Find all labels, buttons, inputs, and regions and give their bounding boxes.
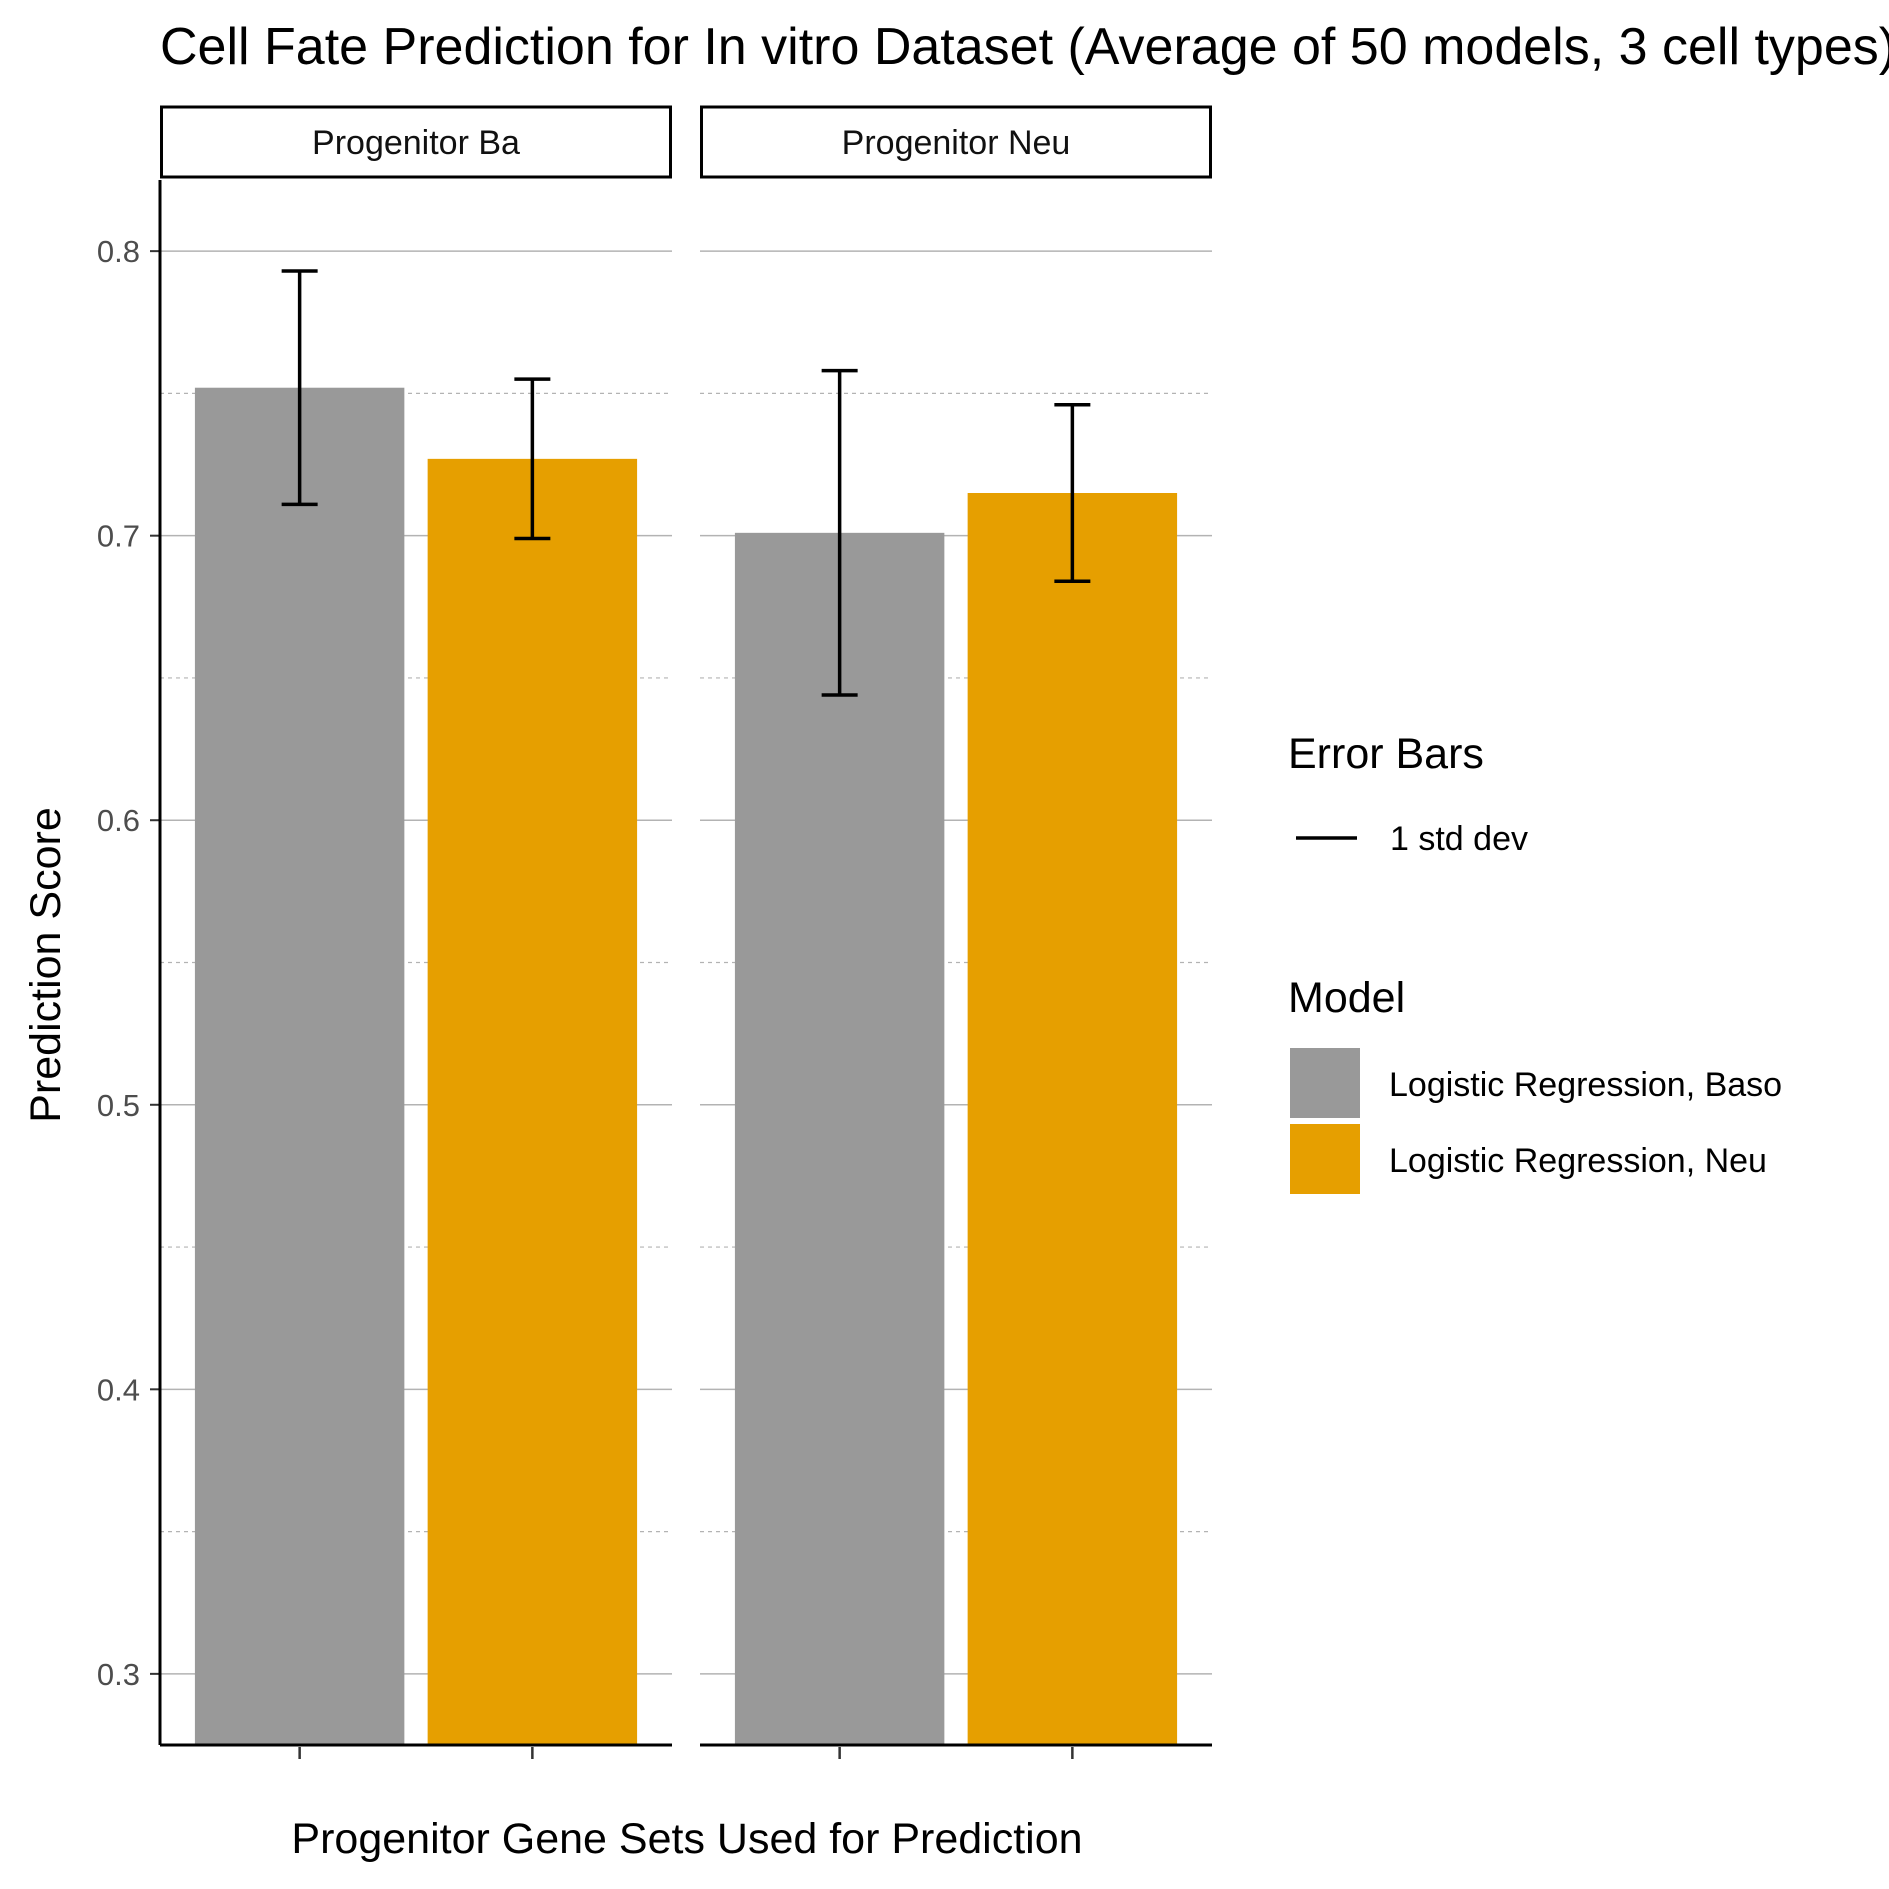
y-tick-label: 0.7 <box>97 519 140 554</box>
legend-swatch-neu <box>1290 1124 1360 1194</box>
legend-swatch-baso <box>1290 1048 1360 1118</box>
facet-strip-label: Progenitor Ba <box>312 124 520 162</box>
facet-strip-label: Progenitor Neu <box>842 124 1071 162</box>
y-axis-title: Prediction Score <box>22 807 70 1123</box>
y-tick-label: 0.5 <box>97 1088 140 1123</box>
y-tick-label: 0.3 <box>97 1657 140 1692</box>
legend-title-model: Model <box>1288 974 1405 1022</box>
x-axis-title: Progenitor Gene Sets Used for Prediction <box>291 1815 1082 1863</box>
legend-title-error-bars: Error Bars <box>1288 730 1484 778</box>
y-tick-label: 0.4 <box>97 1372 140 1407</box>
y-tick-label: 0.8 <box>97 234 140 269</box>
bar <box>427 458 638 1746</box>
legend-label-std-dev: 1 std dev <box>1390 820 1528 858</box>
legend-label-baso: Logistic Regression, Baso <box>1389 1066 1782 1104</box>
bar <box>734 532 945 1745</box>
facet-panels: 0.3 0.4 0.5 0.6 0.7 0.8 Progenitor Ba Progenito… <box>97 105 1212 1759</box>
bar <box>194 387 405 1746</box>
legend-label-neu: Logistic Regression, Neu <box>1389 1142 1767 1180</box>
legend: Error Bars 1 std dev Model Logistic Regr… <box>1288 730 1782 1194</box>
facet-strip <box>700 105 1212 179</box>
bar <box>967 493 1178 1745</box>
chart-title: Cell Fate Prediction for In vitro Datase… <box>160 18 1889 76</box>
facet-strip <box>160 105 672 179</box>
y-tick-label: 0.6 <box>97 803 140 838</box>
